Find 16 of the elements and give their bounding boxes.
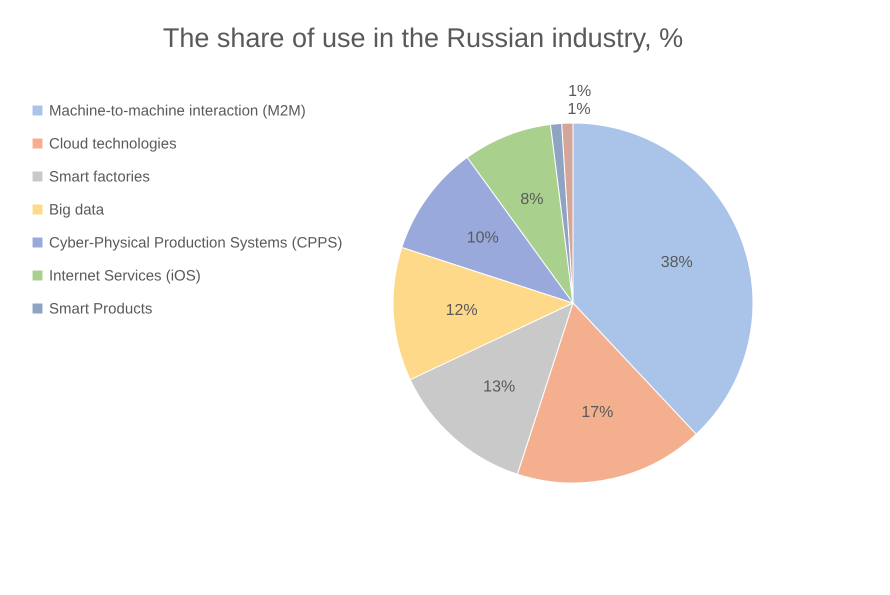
- legend-label: Cyber-Physical Production Systems (CPPS): [49, 234, 342, 252]
- legend-label: Big data: [49, 202, 105, 218]
- data-label: 10%: [466, 229, 499, 246]
- legend-label: Machine-to-machine interaction (M2M): [49, 102, 306, 120]
- legend-label: Smart Products: [49, 300, 152, 318]
- data-label: 8%: [520, 191, 544, 208]
- data-label: 17%: [581, 404, 614, 421]
- data-label: 13%: [483, 378, 516, 396]
- chart-title: The share of use in the Russian industry, %: [162, 23, 684, 54]
- data-label: 1%: [568, 101, 591, 118]
- legend-label: Cloud technologies: [49, 136, 177, 152]
- data-label: 38%: [660, 254, 693, 271]
- data-label: 1%: [568, 83, 592, 100]
- data-label: 12%: [446, 302, 478, 320]
- legend-label: Smart factories: [49, 168, 150, 186]
- legend-label: Internet Services (iOS): [49, 268, 201, 284]
